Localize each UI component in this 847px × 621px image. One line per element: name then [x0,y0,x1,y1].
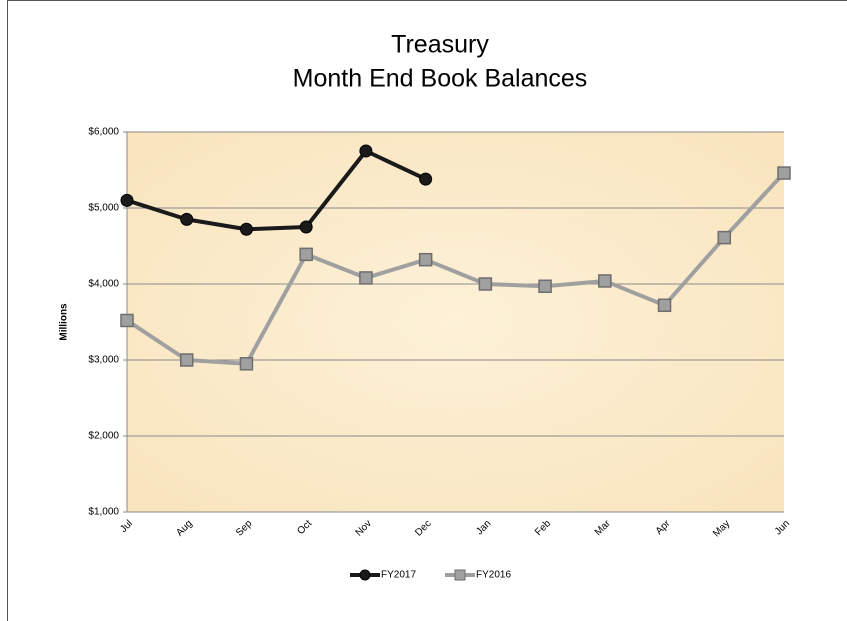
data-point [777,166,791,180]
data-point [418,252,433,267]
y-tick-label: $1,000 [88,507,119,518]
y-tick-label: $2,000 [88,431,119,442]
data-point [717,230,732,245]
y-tick-label: $5,000 [88,203,119,214]
chart-title: Treasury [391,31,489,59]
legend-marker [454,569,466,581]
data-point [239,222,253,236]
data-point [180,212,194,226]
legend-label: FY2017 [381,570,416,581]
y-axis-label: Millions [59,303,70,341]
x-tick-label: Oct [295,518,314,537]
data-point [299,247,313,262]
x-tick-label: Mar [593,518,613,538]
y-tick-label: $4,000 [88,279,119,290]
series-line [126,149,427,232]
data-point [179,353,194,367]
data-point [478,277,493,291]
data-point [419,172,433,186]
data-point [239,357,254,371]
data-point [359,271,373,285]
x-tick-label: Jul [118,518,135,535]
data-point [120,313,134,328]
frame [7,0,847,621]
data-point [657,298,672,313]
data-point [359,144,373,158]
series-line [125,171,786,366]
data-point [299,220,313,234]
x-tick-label: Dec [413,518,433,538]
x-tick-label: Sep [234,518,255,539]
x-tick-label: Aug [174,518,194,538]
legend-label: FY2016 [476,570,511,581]
chart-title: Month End Book Balances [293,65,588,93]
y-tick-label: $6,000 [88,127,119,138]
x-tick-label: Jan [474,518,493,537]
x-tick-label: Jun [773,518,792,537]
x-tick-label: Feb [533,518,553,538]
x-tick-label: Nov [354,518,374,538]
data-point [598,274,612,288]
data-point [538,279,552,294]
y-tick-label: $3,000 [88,355,119,366]
data-point [120,193,134,207]
plot-area [127,132,784,512]
x-tick-label: Apr [654,518,673,537]
x-tick-label: May [711,518,732,539]
legend-marker [359,569,371,581]
